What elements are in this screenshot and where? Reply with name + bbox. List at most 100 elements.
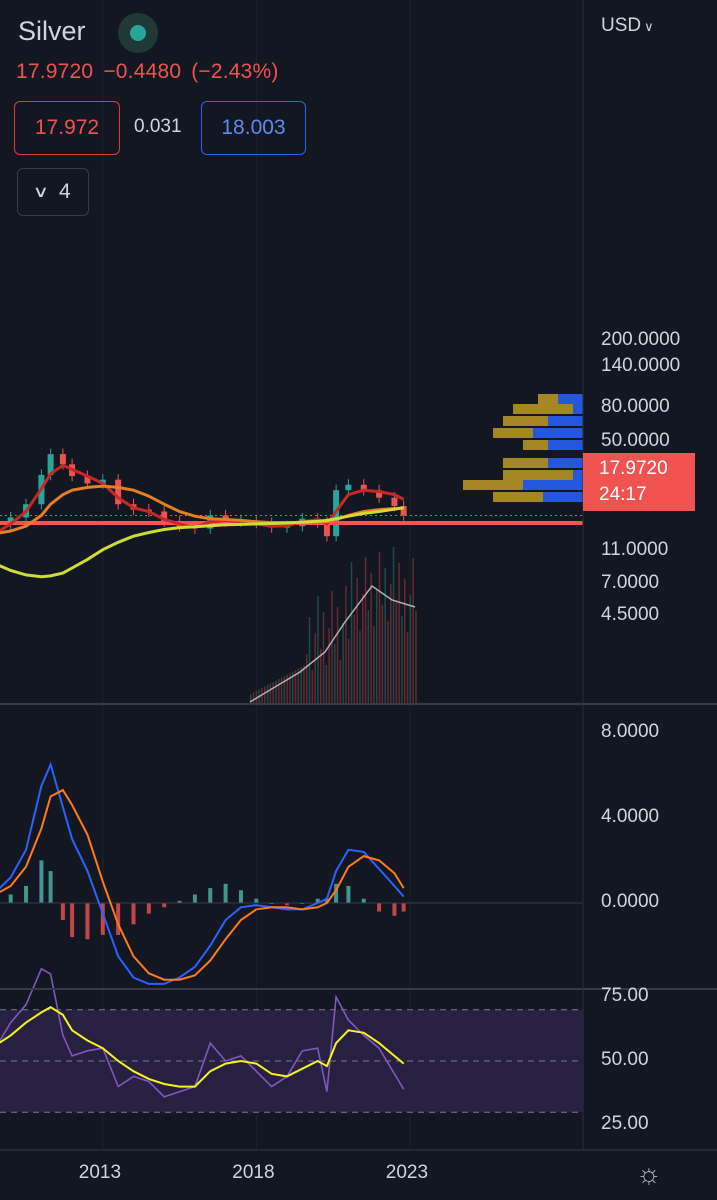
volume-bar [272,682,274,704]
volume-bar [300,667,302,704]
volume-bar [331,591,333,704]
volume-bar [350,562,353,704]
volume-bar [353,615,356,704]
volume-bar [283,676,286,704]
profile-bar [503,416,548,426]
buy-button[interactable]: 18.003 [201,101,306,155]
profile-bar [523,480,583,490]
volume-bar [306,654,308,704]
settings-gear-icon[interactable]: ☼ [636,1158,662,1189]
price-tick-label: 80.0000 [601,395,670,417]
candle-body [99,479,106,484]
macd-tick-label: 8.0000 [601,720,660,742]
rsi-ma-line [0,1006,405,1088]
volume-bar [412,558,414,704]
profile-bar [573,470,583,480]
profile-bar [558,394,583,404]
time-tick-label: 2023 [385,1162,429,1183]
macd-histogram-bar [334,883,339,903]
volume-bar [314,633,316,704]
volume-bar [406,632,409,704]
macd-histogram-bar [70,903,75,938]
volume-bar [395,600,398,704]
currency-selector[interactable]: USD ∨ [601,15,654,37]
volume-bar [390,584,392,704]
macd-histogram-bar [315,898,320,903]
volume-bar [381,605,384,704]
price-tick-label: 7.0000 [601,571,660,593]
volume-bar [359,631,361,704]
volume-bar [252,692,255,704]
candle-body [59,454,66,465]
profile-bar [463,480,523,490]
macd-histogram-bar [8,894,13,903]
volume-bar [362,594,364,704]
macd-histogram-bar [223,883,228,903]
ma-line-1 [0,463,405,533]
macd-histogram-bar [208,888,213,903]
volume-bar [367,610,370,704]
ma-line-2 [0,484,404,535]
macd-histogram-bar [377,903,382,912]
sell-button[interactable]: 17.972 [14,101,120,155]
volume-bar [409,595,412,704]
volume-bar [286,674,288,704]
profile-bar [548,458,583,468]
macd-histogram-bar [177,900,182,903]
volume-bar [392,547,395,704]
candle-body [400,505,407,516]
volume-bar [404,579,406,704]
macd-signal-line [0,788,405,981]
currency-label: USD [601,15,642,36]
volume-bar [342,623,344,704]
volume-bar [336,607,339,704]
price-tick-label: 11.0000 [601,539,669,560]
volume-bar [376,589,378,704]
volume-bar [370,573,372,704]
volume-bar [328,628,330,704]
volume-bar [294,670,297,704]
price-tick-label: 140.0000 [601,355,681,377]
time-tick-label: 2013 [78,1162,122,1183]
spread-value: 0.031 [134,116,182,137]
macd-histogram-bar [24,885,29,903]
volume-bar [289,673,291,704]
volume-bar [311,670,314,704]
profile-bar [548,440,583,450]
price-tag-countdown: 24:17 [599,484,647,505]
volume-bar [320,649,322,704]
profile-bar [493,428,533,438]
price-tag-value: 17.9720 [599,458,668,479]
volume-bar [415,611,417,704]
volume-bar [308,617,311,704]
rsi-tick-label: 50.00 [601,1049,649,1070]
candle-body [84,476,91,484]
volume-bar [269,683,272,704]
volume-bar [261,688,263,704]
macd-tick-label: 0.0000 [601,891,660,912]
macd-histogram-bar [116,903,121,935]
rsi-tick-label: 25.00 [601,1113,649,1134]
volume-bar [373,626,375,704]
profile-bar [548,416,583,426]
indicators-count: 4 [59,180,71,203]
volume-bar [264,686,266,704]
rsi-pane [0,967,583,1113]
candle-body [323,522,330,537]
volume-bar [356,578,358,704]
symbol-name[interactable]: Silver [18,16,86,46]
macd-histogram-bar [48,871,53,903]
chevron-down-icon: ∨ [32,184,50,201]
candle-body [376,490,383,498]
quote-line: 17.9720 −0.4480 (−2.43%) [16,60,289,84]
price-tick-label: 200.0000 [601,329,681,351]
volume-bar [384,568,386,704]
indicators-toggle-button[interactable]: ∨ 4 [17,168,89,216]
volume-bar [250,694,252,704]
candle-body [345,484,352,491]
volume-bar [401,616,403,704]
macd-histogram-bar [39,860,44,903]
macd-histogram-bar [254,898,259,903]
candle-body [391,497,398,506]
